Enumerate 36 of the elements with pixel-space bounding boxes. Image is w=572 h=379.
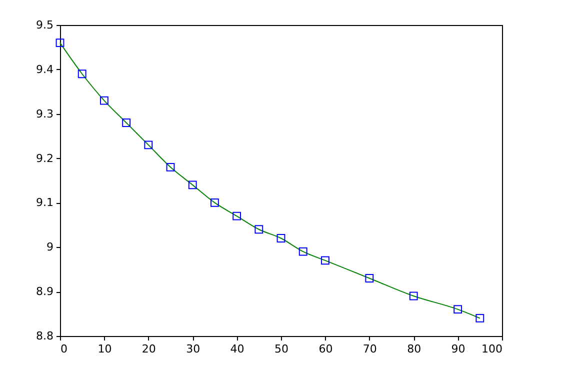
- point: [254, 225, 264, 234]
- point: [365, 274, 374, 282]
- x-tick-label: 20: [142, 342, 156, 356]
- point: [320, 256, 330, 265]
- x-tick-label: 60: [318, 342, 333, 356]
- x-tick-label: 10: [98, 342, 112, 356]
- x-tick-label: 80: [407, 342, 422, 356]
- point: [298, 247, 308, 256]
- point: [232, 212, 242, 220]
- y-tick-label: 9.4: [36, 62, 54, 76]
- x-tick-label: 90: [451, 342, 466, 356]
- y-tick-label: 9.3: [36, 107, 54, 120]
- point: [78, 70, 86, 78]
- x-tick-label: 30: [186, 342, 200, 356]
- point: [276, 234, 286, 242]
- point: [100, 96, 108, 105]
- y-tick-label: 8.9: [36, 285, 54, 298]
- y-tick-label: 9.5: [36, 18, 54, 32]
- y-tick-label: 9.2: [36, 152, 54, 165]
- y-tick-label: 9: [46, 240, 54, 254]
- point: [210, 198, 219, 207]
- point: [144, 140, 153, 150]
- y-tick-label: 8.8: [36, 330, 54, 342]
- x-tick-label: 40: [230, 342, 244, 356]
- x-tick-label: 70: [362, 342, 377, 356]
- point: [476, 314, 484, 322]
- x-tick-label: 0: [60, 342, 68, 356]
- point: [122, 118, 131, 127]
- x-tick-label: 50: [274, 342, 288, 356]
- point: [56, 38, 64, 47]
- point: [454, 305, 462, 314]
- x-tick-label: 100: [482, 342, 502, 356]
- point: [188, 180, 197, 190]
- y-tick-label: 9.1: [36, 196, 54, 210]
- point: [166, 162, 175, 172]
- point: [409, 292, 418, 300]
